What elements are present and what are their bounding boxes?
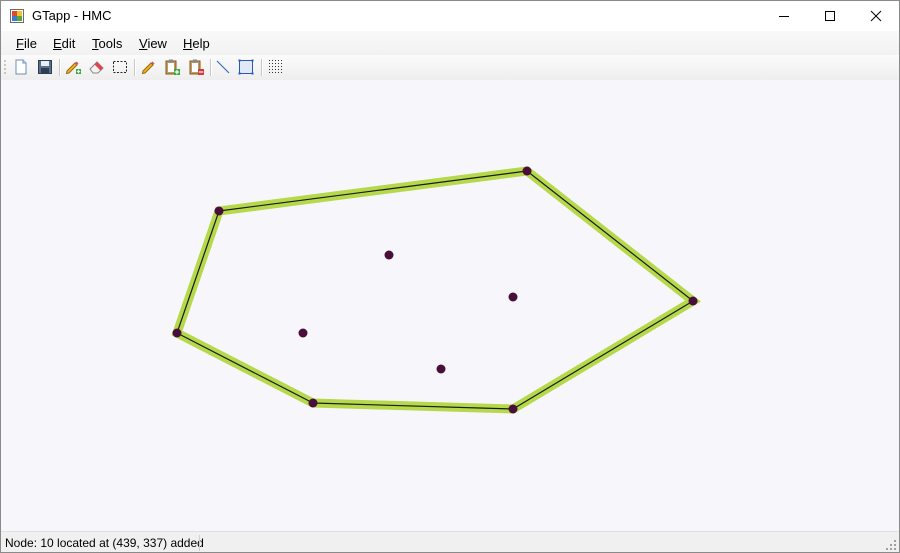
hull-edge[interactable] xyxy=(218,170,528,212)
eraser-icon xyxy=(89,61,104,74)
menu-tools[interactable]: Tools xyxy=(92,36,123,51)
graph-node[interactable] xyxy=(508,404,518,414)
status-bar: Node: 10 located at (439, 337) added xyxy=(1,531,899,552)
clipboard-add-icon xyxy=(165,59,180,75)
toolbar-separator xyxy=(59,59,61,76)
hull-edge[interactable] xyxy=(312,402,514,410)
grid-button[interactable] xyxy=(267,58,285,76)
new-button[interactable] xyxy=(12,58,30,76)
hull-edge[interactable] xyxy=(512,300,694,410)
graph-node[interactable] xyxy=(508,292,518,302)
clipboard-remove-icon xyxy=(189,59,204,75)
frame-button[interactable] xyxy=(237,58,255,76)
menu-view[interactable]: View xyxy=(139,36,167,51)
menu-file[interactable]: File xyxy=(16,36,37,51)
toolbar-separator xyxy=(134,59,136,76)
resize-grip-icon[interactable] xyxy=(885,539,897,551)
toolbar xyxy=(1,55,899,80)
graph-node[interactable] xyxy=(384,250,394,260)
toolbar-separator xyxy=(261,59,263,76)
paste-add-button[interactable] xyxy=(163,58,181,76)
hull-edge[interactable] xyxy=(526,170,694,302)
frame-tool-icon xyxy=(238,59,254,75)
window-title: GTapp - HMC xyxy=(32,8,112,23)
graph-node[interactable] xyxy=(436,364,446,374)
select-button[interactable] xyxy=(111,58,129,76)
title-bar[interactable]: GTapp - HMC xyxy=(1,1,899,31)
graph-node[interactable] xyxy=(688,296,698,306)
add-node-button[interactable] xyxy=(64,58,82,76)
minimize-icon xyxy=(779,16,789,17)
line-button[interactable] xyxy=(214,58,232,76)
menu-help[interactable]: Help xyxy=(183,36,210,51)
toolbar-grip[interactable] xyxy=(4,59,6,76)
maximize-button[interactable] xyxy=(807,1,853,31)
select-rectangle-icon xyxy=(113,61,127,73)
graph-node[interactable] xyxy=(308,398,318,408)
graph-node[interactable] xyxy=(214,206,224,216)
paste-remove-button[interactable] xyxy=(187,58,205,76)
graph-layer xyxy=(171,166,701,414)
minimize-button[interactable] xyxy=(761,1,807,31)
hull-edge[interactable] xyxy=(176,332,314,404)
graph-node[interactable] xyxy=(522,166,532,176)
toolbar-separator xyxy=(210,59,212,76)
grid-dots-icon xyxy=(269,60,282,73)
status-message: Node: 10 located at (439, 337) added xyxy=(5,536,204,550)
menu-bar: File Edit Tools View Help xyxy=(1,31,899,55)
hull-edge[interactable] xyxy=(176,210,220,334)
drawing-canvas[interactable] xyxy=(1,80,899,531)
erase-button[interactable] xyxy=(88,58,106,76)
new-document-icon xyxy=(15,59,27,75)
graph-node[interactable] xyxy=(298,328,308,338)
graph-node[interactable] xyxy=(172,328,182,338)
close-button[interactable] xyxy=(853,1,899,31)
close-icon xyxy=(870,10,882,22)
menu-edit[interactable]: Edit xyxy=(53,36,76,51)
pencil-add-icon xyxy=(65,61,81,75)
app-window-icon xyxy=(10,9,24,23)
save-button[interactable] xyxy=(36,58,54,76)
status-separator xyxy=(199,535,200,551)
line-tool-icon xyxy=(216,60,230,74)
maximize-icon xyxy=(825,11,835,21)
edit-button[interactable] xyxy=(140,58,158,76)
pencil-icon xyxy=(141,61,155,75)
save-icon xyxy=(38,60,52,74)
